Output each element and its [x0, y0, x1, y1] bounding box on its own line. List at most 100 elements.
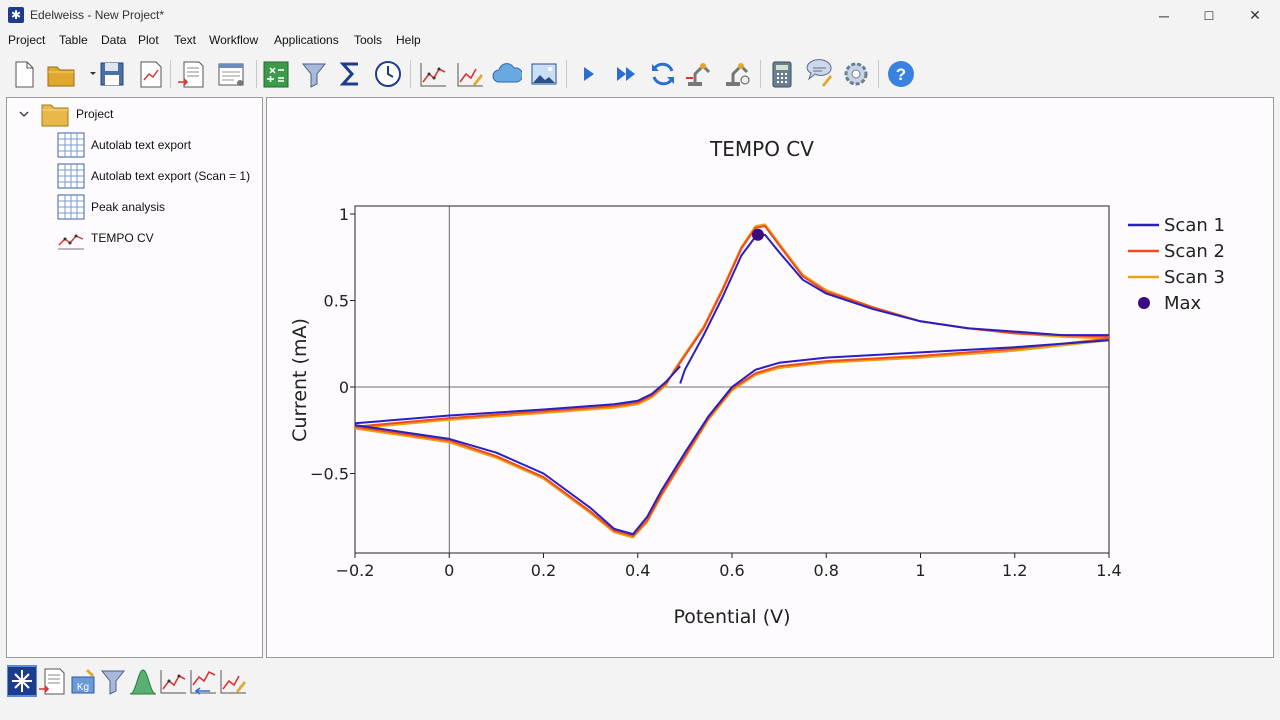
x-tick-label: 1.4	[1096, 561, 1121, 580]
open-folder-icon[interactable]	[46, 58, 76, 90]
app-logo-icon: ✱	[8, 7, 24, 23]
tree-item-label: Autolab text export (Scan = 1)	[91, 169, 251, 183]
y-tick-label: −0.5	[310, 465, 349, 484]
x-tick-label: 1.2	[1002, 561, 1027, 580]
help-icon[interactable]: ?	[886, 58, 916, 90]
x-tick-label: −0.2	[336, 561, 375, 580]
series-line-scan-2	[354, 369, 677, 428]
run-all-icon[interactable]	[611, 58, 641, 90]
save-icon[interactable]	[97, 58, 127, 90]
series-line-scan-1	[354, 365, 681, 425]
new-file-icon[interactable]	[9, 58, 39, 90]
robot-settings-icon[interactable]	[722, 58, 752, 90]
y-axis-label: Current (mA)	[289, 318, 311, 442]
x-axis-ticks: −0.2 0 0.2 0.4 0.6 0.8 1 1.2 1.4	[336, 553, 1122, 580]
menu-project[interactable]: Project	[8, 33, 46, 47]
y-tick-label: 0.5	[324, 292, 349, 311]
tree-item-autolab-text-export-scan-1[interactable]: Autolab text export (Scan = 1)	[57, 162, 250, 190]
calculator-icon[interactable]	[767, 58, 797, 90]
menu-tools[interactable]: Tools	[354, 33, 383, 47]
run-icon[interactable]	[574, 58, 604, 90]
clock-icon[interactable]	[373, 58, 403, 90]
legend-label: Scan 2	[1164, 241, 1225, 262]
x-tick-label: 0.4	[625, 561, 650, 580]
tree-item-tempo-cv[interactable]: TEMPO CV	[57, 224, 154, 252]
x-tick-label: 1	[915, 561, 925, 580]
title-bar: ✱ Edelweiss - New Project* ─ ☐ ✕	[0, 0, 1280, 31]
series-line-scan-3	[354, 367, 677, 430]
import-icon[interactable]	[176, 58, 206, 90]
plot-transform-icon[interactable]	[188, 665, 218, 697]
cv-chart[interactable]: TEMPO CV −0.2 0 0.2 0.4 0.6 0.8 1 1.2 1.4 −0.5 0 0…	[266, 97, 1274, 658]
tree-item-label: Autolab text export	[91, 138, 192, 152]
plot-icon	[58, 234, 84, 250]
series-group	[354, 223, 1110, 539]
add-column-icon[interactable]	[261, 58, 291, 90]
x-tick-label: 0.6	[719, 561, 744, 580]
menu-text[interactable]: Text	[174, 33, 197, 47]
chevron-down-icon[interactable]	[17, 107, 31, 121]
kg-icon[interactable]: Kg	[68, 665, 98, 697]
filter-icon[interactable]	[299, 58, 329, 90]
import-data-icon[interactable]	[37, 665, 67, 697]
legend[interactable]: Scan 1 Scan 2 Scan 3 Max	[1128, 215, 1225, 314]
tree-item-autolab-text-export[interactable]: Autolab text export	[57, 131, 191, 159]
robot-icon[interactable]	[684, 58, 714, 90]
line-plot-icon[interactable]	[418, 58, 448, 90]
legend-label: Scan 1	[1164, 215, 1225, 236]
edelweiss-icon[interactable]	[6, 665, 38, 697]
menu-help[interactable]: Help	[396, 33, 421, 47]
toolbar	[0, 52, 1280, 96]
tree-item-label: TEMPO CV	[91, 231, 154, 245]
filter-icon[interactable]	[98, 665, 128, 697]
x-tick-label: 0.2	[531, 561, 556, 580]
series-line-scan-2	[674, 225, 1110, 371]
menu-plot[interactable]: Plot	[138, 33, 159, 47]
series-line-scan-1	[354, 339, 1110, 536]
chat-icon[interactable]	[804, 58, 834, 90]
menu-applications[interactable]: Applications	[274, 33, 339, 47]
tree-root-project[interactable]: Project	[17, 100, 113, 128]
menu-data[interactable]: Data	[101, 33, 127, 47]
x-tick-label: 0	[444, 561, 454, 580]
project-tree-panel: Project Autolab text export Autolab text…	[6, 97, 263, 658]
y-tick-label: 1	[339, 205, 349, 224]
y-axis-ticks: −0.5 0 0.5 1	[310, 205, 355, 484]
settings-icon[interactable]	[841, 58, 871, 90]
open-dropdown-icon[interactable]	[78, 58, 96, 90]
table-icon	[57, 132, 85, 158]
peak-icon[interactable]	[128, 665, 158, 697]
close-button[interactable]: ✕	[1249, 7, 1261, 23]
menu-table[interactable]: Table	[59, 33, 88, 47]
series-line-scan-2	[354, 337, 1110, 537]
table-icon	[57, 194, 85, 220]
tree-item-peak-analysis[interactable]: Peak analysis	[57, 193, 165, 221]
minimize-button[interactable]: ─	[1159, 7, 1169, 24]
plot-edit-icon[interactable]	[218, 665, 248, 697]
table-icon	[57, 163, 85, 189]
image-icon[interactable]	[529, 58, 559, 90]
legend-label: Max	[1164, 293, 1202, 314]
tree-item-label: Peak analysis	[91, 200, 166, 214]
legend-swatch	[1138, 297, 1150, 309]
preview-icon[interactable]	[216, 58, 246, 90]
y-tick-label: 0	[339, 378, 349, 397]
window-title: Edelweiss - New Project*	[30, 8, 165, 22]
x-tick-label: 0.8	[814, 561, 839, 580]
legend-label: Scan 3	[1164, 267, 1225, 288]
plot-icon[interactable]	[158, 665, 188, 697]
plot-area	[354, 205, 1110, 554]
chart-title: TEMPO CV	[709, 137, 814, 161]
x-axis-label: Potential (V)	[673, 606, 790, 628]
bottom-toolbar	[0, 660, 1280, 720]
maximize-button[interactable]: ☐	[1203, 8, 1215, 23]
cloud-icon[interactable]	[492, 58, 524, 90]
sum-icon[interactable]	[336, 58, 366, 90]
edit-plot-icon[interactable]	[455, 58, 485, 90]
export-plot-icon[interactable]	[136, 58, 166, 90]
svg-text:?: ?	[896, 65, 906, 84]
menu-workflow[interactable]: Workflow	[209, 33, 259, 47]
refresh-icon[interactable]	[648, 58, 678, 90]
folder-icon	[41, 104, 69, 127]
tree-root-label: Project	[76, 107, 114, 121]
